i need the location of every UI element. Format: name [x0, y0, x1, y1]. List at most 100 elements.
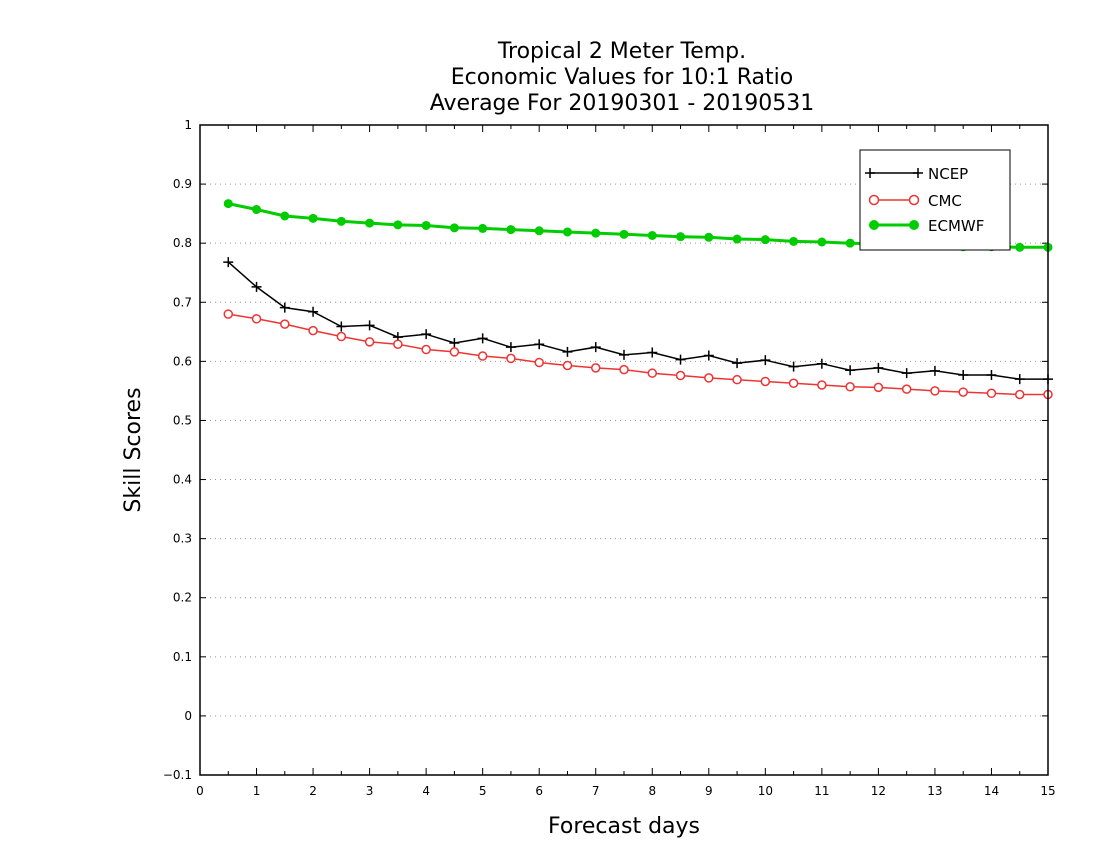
data-point-cmc — [393, 339, 403, 349]
data-point-ecmwf — [393, 220, 403, 230]
data-point-cmc — [675, 370, 686, 381]
y-tick-label: 0.2 — [173, 591, 192, 605]
data-point-cmc — [619, 364, 629, 375]
data-point-cmc — [930, 386, 940, 396]
chart-title-line-2: Economic Values for 10:1 Ratio — [451, 65, 793, 90]
data-point-cmc — [477, 351, 488, 361]
x-tick-label: 0 — [196, 784, 204, 798]
data-point-cmc — [873, 382, 884, 393]
x-tick-label: 9 — [705, 784, 713, 798]
data-point-ncep — [901, 368, 912, 379]
y-tick-label: 0.8 — [173, 236, 192, 250]
data-point-ecmwf — [732, 234, 742, 244]
y-tick-label: 0.1 — [173, 650, 192, 664]
data-point-ncep — [732, 358, 743, 369]
data-point-cmc — [308, 325, 318, 336]
legend-marker-cmc-left — [868, 194, 880, 206]
legend-entry-ecmwf: ECMWF — [869, 217, 984, 235]
data-point-cmc — [336, 331, 347, 342]
x-tick-label: 14 — [984, 784, 999, 798]
legend-marker-ecmwf-left — [869, 220, 879, 230]
data-point-cmc — [421, 344, 431, 355]
data-point-ncep — [251, 281, 262, 292]
data-point-ncep — [505, 342, 516, 353]
data-point-ncep — [223, 257, 234, 268]
x-tick-label: 11 — [814, 784, 829, 798]
data-point-ncep — [534, 339, 545, 350]
data-point-ecmwf — [845, 238, 855, 248]
y-tick-label: 0.9 — [173, 177, 192, 191]
data-point-ecmwf — [591, 228, 601, 238]
data-point-cmc — [647, 368, 658, 378]
data-point-ecmwf — [647, 231, 657, 240]
y-tick-label: 0.6 — [173, 354, 192, 368]
data-point-ncep — [760, 355, 771, 366]
data-point-cmc — [958, 387, 968, 397]
data-point-ncep — [336, 321, 347, 332]
data-point-ncep — [986, 369, 997, 380]
data-point-ecmwf — [817, 237, 827, 247]
data-point-ecmwf — [365, 218, 375, 228]
y-tick-label: 0 — [184, 709, 192, 723]
legend-marker-ncep — [865, 168, 923, 178]
x-tick-label: 6 — [535, 784, 543, 798]
data-point-cmc — [251, 314, 262, 324]
x-tick-label: 10 — [758, 784, 773, 798]
y-axis-label: Skill Scores — [121, 387, 146, 512]
axis-ticks: −0.100.10.20.30.40.50.60.70.80.910 1 2 3 4 5 6… — [163, 118, 1056, 798]
legend: NCEP CMC ECMWF — [859, 149, 1011, 251]
x-tick-label: 7 — [592, 784, 600, 798]
x-tick-label: 3 — [366, 784, 374, 798]
data-point-ecmwf — [562, 227, 572, 237]
data-point-ecmwf — [534, 226, 544, 236]
data-point-ncep — [675, 354, 686, 365]
data-point-ecmwf — [421, 220, 431, 230]
chart-title-line-3: Average For 20190301 - 20190531 — [430, 91, 815, 116]
data-point-cmc — [562, 360, 573, 371]
data-point-ecmwf — [760, 235, 770, 245]
x-tick-label: 12 — [871, 784, 886, 798]
legend-label-ncep: NCEP — [928, 165, 968, 183]
plot-frame — [199, 124, 1049, 776]
data-point-ncep — [477, 333, 488, 344]
data-point-ncep — [421, 329, 432, 340]
data-point-cmc — [845, 382, 855, 392]
y-tick-label: 0.7 — [173, 295, 192, 309]
legend-marker-cmc-right — [908, 194, 920, 206]
x-axis-label: Forecast days — [548, 814, 700, 839]
data-point-ncep — [873, 362, 884, 373]
data-point-cmc — [280, 319, 290, 329]
data-point-cmc — [704, 373, 714, 383]
data-point-ncep — [279, 302, 290, 313]
data-point-cmc — [449, 347, 460, 357]
data-point-ncep — [958, 369, 969, 380]
data-point-ncep — [364, 320, 375, 331]
data-point-cmc — [760, 376, 771, 387]
data-point-cmc — [1014, 389, 1025, 400]
data-point-cmc — [788, 378, 799, 388]
x-tick-label: 5 — [479, 784, 487, 798]
data-point-cmc — [534, 357, 544, 368]
x-tick-label: 4 — [422, 784, 430, 798]
data-point-cmc — [986, 388, 997, 399]
y-tick-label: 0.5 — [173, 413, 192, 427]
x-tick-label: 2 — [309, 784, 317, 798]
data-point-cmc — [364, 337, 375, 347]
data-point-cmc — [901, 384, 912, 394]
data-point-ecmwf — [280, 211, 290, 221]
data-point-ecmwf — [478, 223, 488, 233]
legend-label-ecmwf: ECMWF — [928, 217, 984, 235]
data-point-ecmwf — [336, 216, 346, 226]
legend-entry-ncep: NCEP — [865, 165, 968, 183]
data-point-ncep — [1014, 374, 1025, 385]
data-point-ecmwf — [619, 229, 629, 239]
data-point-cmc — [817, 380, 827, 390]
data-point-cmc — [506, 353, 516, 364]
x-tick-label: 8 — [648, 784, 656, 798]
x-tick-label: 15 — [1040, 784, 1055, 798]
chart-title-line-1: Tropical 2 Meter Temp. — [497, 39, 746, 64]
data-point-cmc — [732, 374, 742, 385]
data-point-ncep — [929, 365, 940, 376]
